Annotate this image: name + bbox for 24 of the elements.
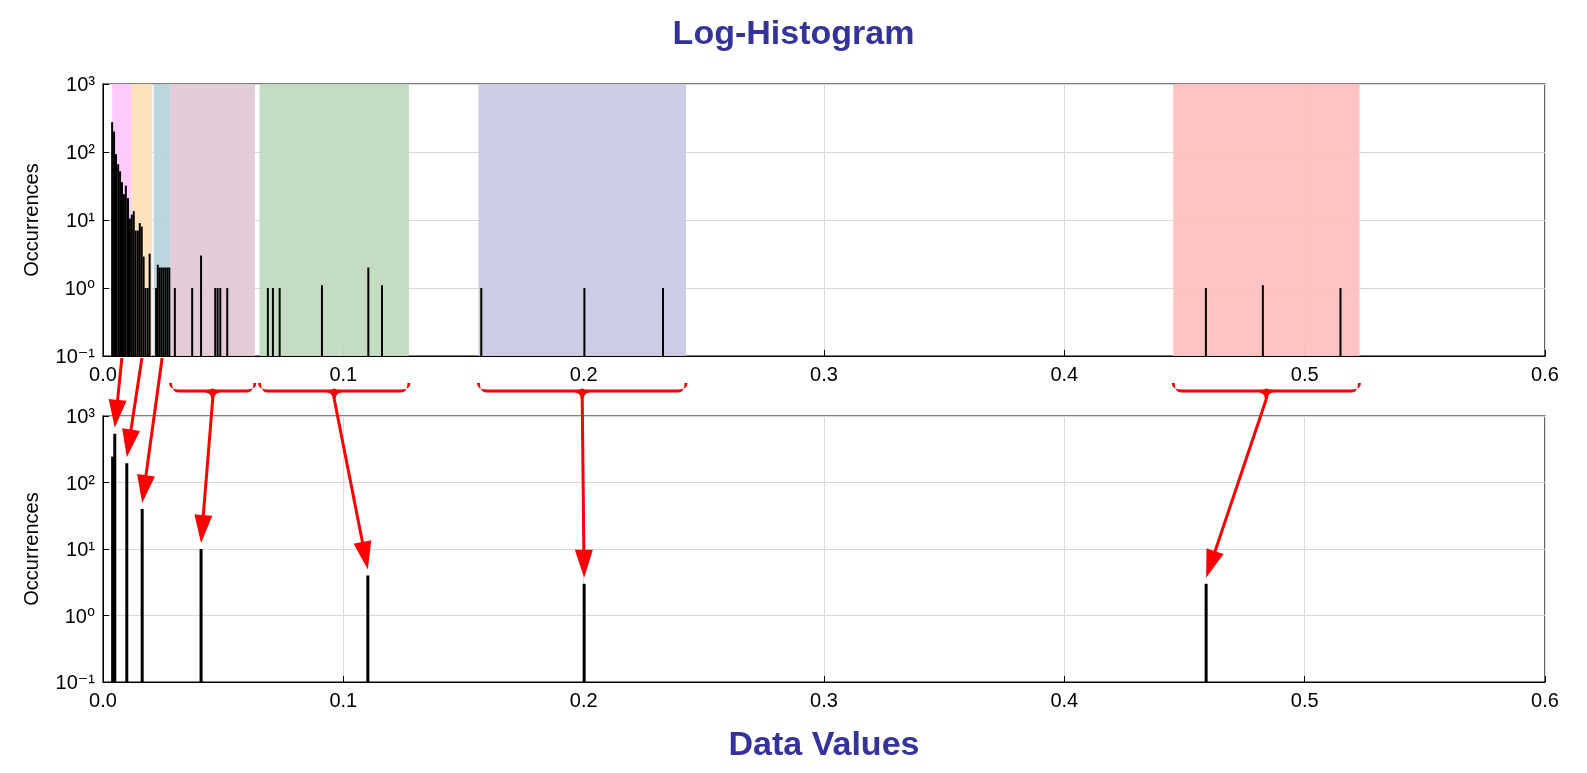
y-tick-label: 10⁰ [64,277,95,299]
x-tick-label: 0.5 [1290,363,1319,385]
y-tick-label: 10¹ [66,209,96,231]
y-tick-label: 10² [66,141,96,163]
x-tick-label: 0.2 [569,689,598,711]
x-tick-label: 0.2 [569,363,598,385]
y-tick-label: 10³ [66,405,96,427]
chart-title: Log-Histogram [672,13,915,51]
x-tick-label: 0.3 [810,689,838,711]
y-axis-title: Occurrences [20,492,42,606]
y-tick-label: 10² [66,471,96,494]
x-tick-label: 0.3 [810,363,838,385]
x-tick-label: 0.1 [329,363,358,385]
x-axis-title: Data Values [728,724,920,762]
x-tick-label: 0.4 [1050,363,1079,385]
y-tick-label: 10⁰ [64,604,95,627]
x-tick-label: 0.1 [329,689,358,711]
y-tick-label: 10³ [66,73,96,95]
x-tick-label: 0.6 [1531,363,1559,385]
x-tick-label: 0.6 [1531,689,1559,711]
x-tick-label: 0.5 [1290,689,1319,711]
y-tick-label: 10¹ [66,538,96,560]
x-tick-label: 0.4 [1050,689,1079,711]
y-axis-title: Occurrences [20,163,42,277]
